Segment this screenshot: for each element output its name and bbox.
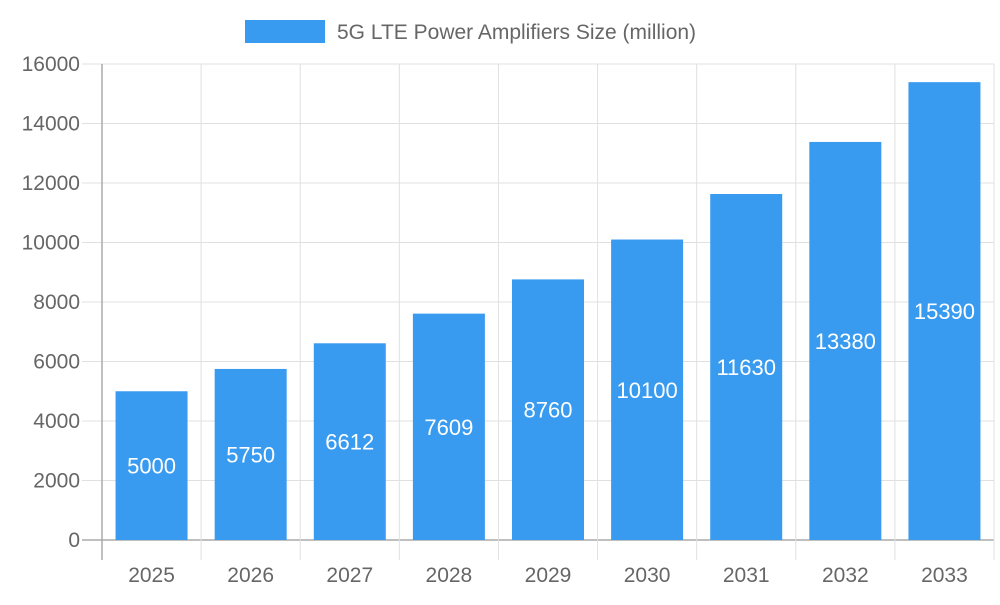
bar: [313, 343, 386, 540]
y-tick-label: 2000: [33, 470, 80, 493]
bar: [512, 279, 584, 540]
y-tick-label: 12000: [22, 172, 80, 195]
x-tick-label: 2027: [326, 564, 373, 587]
data-label: 6612: [325, 430, 374, 455]
bar: [214, 368, 287, 540]
legend-label: 5G LTE Power Amplifiers Size (million): [337, 21, 696, 44]
data-label: 11630: [716, 355, 776, 380]
data-label: 7609: [424, 415, 473, 440]
y-tick-label: 14000: [22, 113, 80, 136]
data-label: 15390: [914, 299, 975, 324]
y-tick-label: 16000: [22, 53, 80, 76]
x-tick-label: 2031: [723, 564, 770, 587]
bar: [710, 194, 783, 540]
bar: [809, 141, 882, 540]
data-label: 10100: [617, 378, 678, 403]
y-tick-label: 0: [68, 529, 80, 552]
bar: [908, 82, 981, 541]
data-label: 13380: [815, 329, 876, 354]
bar: [115, 391, 188, 540]
x-tick-label: 2033: [921, 564, 968, 587]
y-tick-label: 10000: [22, 232, 80, 255]
bar: [611, 239, 684, 540]
y-tick-label: 4000: [33, 410, 80, 433]
y-tick-label: 6000: [33, 351, 80, 374]
x-tick-label: 2026: [227, 564, 274, 587]
legend-swatch: [245, 20, 325, 43]
x-tick-label: 2025: [128, 564, 175, 587]
x-tick-label: 2029: [525, 564, 572, 587]
bar: [412, 313, 485, 540]
data-label: 5000: [127, 454, 176, 479]
x-tick-label: 2032: [822, 564, 869, 587]
x-tick-label: 2030: [624, 564, 671, 587]
x-tick-label: 2028: [426, 564, 473, 587]
data-label: 5750: [226, 442, 275, 467]
y-tick-label: 8000: [33, 291, 80, 314]
data-label: 8760: [524, 398, 573, 423]
